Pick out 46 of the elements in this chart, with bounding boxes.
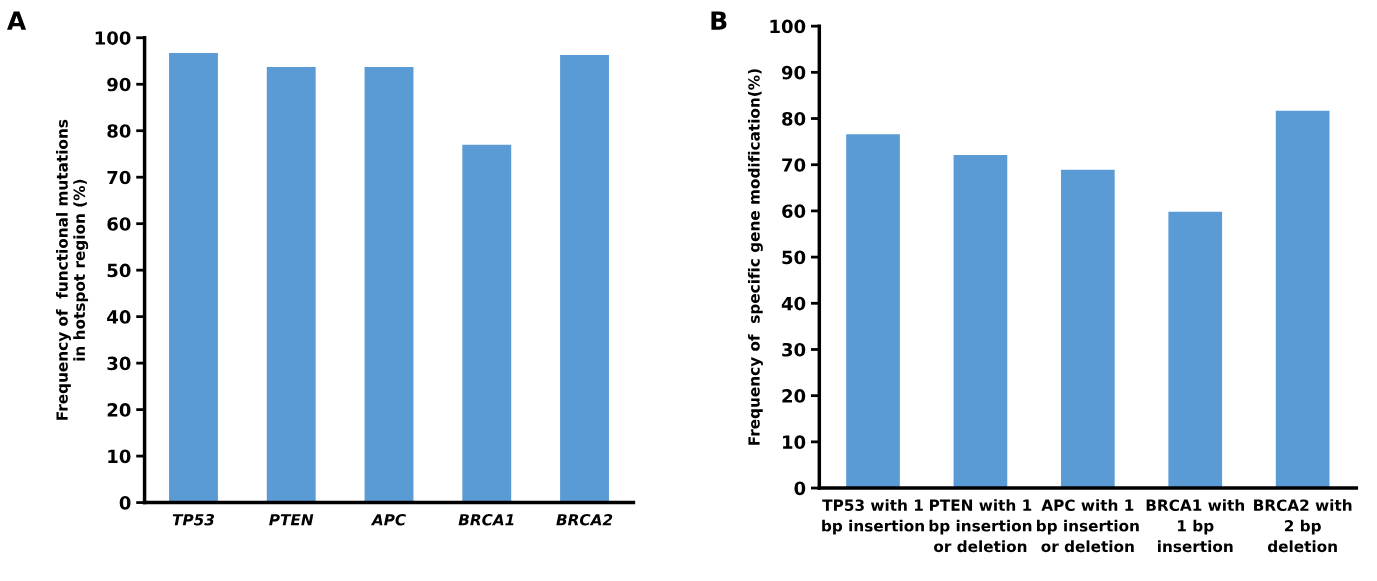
- bar: [953, 155, 1008, 489]
- text: B: [711, 11, 727, 30]
- bar: [1060, 169, 1115, 489]
- y-tick-label: 0: [794, 481, 806, 496]
- bar: [266, 67, 316, 503]
- y-tick-label: 90: [107, 77, 131, 92]
- y-tick-label: 50: [782, 250, 806, 265]
- x-tick-label: TP53: [172, 513, 215, 526]
- y-tick-label: 80: [782, 111, 806, 126]
- y-tick-label: 10: [783, 435, 806, 449]
- bar: [364, 67, 414, 503]
- y-tick-label: 90: [781, 65, 806, 80]
- y-tick-label: 50: [107, 263, 131, 278]
- x-tick-label: BRCA2: [556, 513, 613, 526]
- x-tick-label: BRCA2 with 2 bp deletion: [1254, 499, 1352, 553]
- y-tick-label: 60: [107, 217, 131, 231]
- y-tick-label: 0: [119, 496, 131, 510]
- x-tick-label: PTEN with 1 bp insertion or deletion: [929, 499, 1032, 553]
- y-tick-label: 40: [107, 310, 131, 324]
- x-tick-label: TP53 with 1 bp insertion: [822, 499, 924, 535]
- bar: [462, 144, 512, 503]
- y-tick-label: 100: [95, 31, 131, 45]
- y-tick-label: 10: [108, 449, 131, 464]
- y-tick-label: 30: [782, 342, 806, 357]
- y-tick-label: 70: [107, 170, 131, 185]
- bar: [1275, 110, 1330, 489]
- x-tick-label: PTEN: [269, 514, 314, 526]
- y-axis-title: Frequency of functional mutations in hotspot region (%): [56, 119, 89, 420]
- y-tick-label: 30: [107, 356, 131, 371]
- x-tick-label: BRCA1: [458, 513, 514, 526]
- x-tick-label: APC: [370, 513, 406, 526]
- bar: [560, 54, 609, 503]
- y-tick-label: 70: [782, 158, 806, 172]
- y-tick-label: 20: [782, 389, 806, 403]
- text: A: [7, 11, 27, 30]
- x-tick-label: BRCA1 with 1 bp insertion: [1146, 499, 1244, 553]
- x-tick-label: APC with 1 bp insertion or deletion: [1037, 499, 1139, 553]
- y-tick-label: 40: [781, 296, 806, 311]
- bar: [846, 134, 900, 489]
- y-tick-label: 100: [770, 19, 806, 34]
- y-tick-label: 20: [107, 403, 131, 417]
- y-tick-label: 60: [782, 204, 806, 219]
- y-tick-label: 80: [107, 124, 131, 138]
- bar: [169, 53, 218, 503]
- bar: [1168, 211, 1223, 489]
- y-axis-title: Frequency of specific gene modification(%): [747, 69, 763, 445]
